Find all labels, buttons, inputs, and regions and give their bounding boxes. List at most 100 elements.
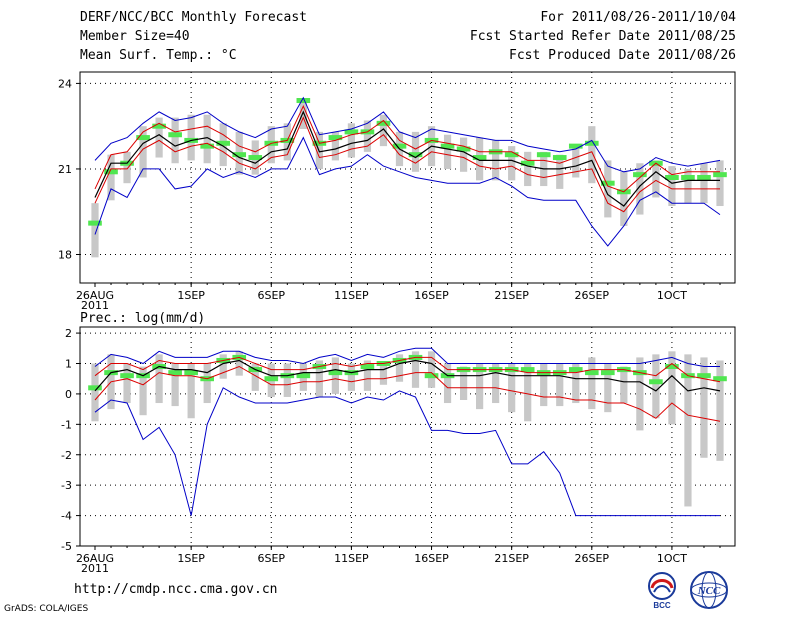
temp-box xyxy=(524,151,532,187)
prec-ytick-label: 1 xyxy=(65,358,72,371)
temp-box xyxy=(123,151,131,184)
prec-box xyxy=(155,354,163,404)
prec-ytick-label: -1 xyxy=(61,418,72,431)
temp-xtick-label: 21SEP xyxy=(494,289,529,302)
prec-box xyxy=(123,363,131,404)
prec-ytick-label: -4 xyxy=(61,510,72,523)
prec-xtick-label: 11SEP xyxy=(334,552,369,565)
temp-box xyxy=(107,154,115,201)
temp-observed-mark xyxy=(440,143,455,149)
temp-observed-mark xyxy=(665,175,679,180)
temp-box xyxy=(459,137,468,172)
temp-observed-mark xyxy=(552,155,567,161)
prec-box xyxy=(219,354,227,379)
prec-xtick-label: 1SEP xyxy=(177,552,205,565)
temp-ensemble_mean-line xyxy=(94,110,720,207)
variable-label: Mean Surf. Temp.: °C xyxy=(80,48,237,63)
prec-box xyxy=(524,363,532,422)
prec-box xyxy=(187,363,195,419)
prec-box xyxy=(540,363,548,407)
prec-observed-mark xyxy=(184,370,198,376)
temp-box xyxy=(299,100,307,130)
temp-box xyxy=(155,117,163,158)
temp-box xyxy=(572,146,580,178)
temp-observed-mark xyxy=(633,172,647,178)
grads-credit: GrADS: COLA/IGES xyxy=(4,604,89,614)
temp-observed-mark xyxy=(392,143,407,149)
temp-observed-mark xyxy=(456,146,471,152)
temp-observed-mark xyxy=(136,135,150,141)
prec-observed-mark xyxy=(601,370,615,376)
prec-observed-mark xyxy=(168,370,182,376)
temp-box xyxy=(588,126,596,184)
temp-ytick-label: 24 xyxy=(58,77,72,90)
prec-box xyxy=(347,363,356,391)
prec-box xyxy=(572,363,580,404)
temp-observed-mark xyxy=(504,152,519,158)
temp-box xyxy=(668,166,676,207)
prec-ytick-label: -5 xyxy=(61,540,72,553)
prec-box xyxy=(492,363,500,404)
source-url[interactable]: http://cmdp.ncc.cma.gov.cn xyxy=(74,582,278,597)
temp-observed-mark xyxy=(697,175,711,180)
prec-box xyxy=(716,360,724,461)
temp-box xyxy=(187,114,195,161)
temp-frame xyxy=(79,71,736,284)
prec-box xyxy=(363,360,372,391)
prec-box xyxy=(588,357,596,410)
temp-xtick-label: 6SEP xyxy=(257,289,285,302)
temp-box xyxy=(716,160,724,207)
temp-ytick-label: 21 xyxy=(58,163,72,176)
prec-box xyxy=(652,354,660,419)
forecast-range-label: For 2011/08/26-2011/10/04 xyxy=(540,10,736,25)
start-date-label: Fcst Started Refer Date 2011/08/25 xyxy=(469,29,736,44)
prec-xtick-label: 21SEP xyxy=(494,552,529,565)
prec-box xyxy=(459,366,468,400)
temp-observed-mark xyxy=(584,140,599,146)
prec-ytick-label: -3 xyxy=(61,479,72,492)
prec-observed-mark xyxy=(649,379,663,385)
prec-xtick-label: 26AUG xyxy=(76,552,114,565)
temp-observed-mark xyxy=(88,220,102,226)
temp-xtick-label: 1SEP xyxy=(177,289,205,302)
temp-box xyxy=(700,163,708,204)
prec-xtick-label: 16SEP xyxy=(414,552,449,565)
temp-box xyxy=(139,126,147,178)
prec-box xyxy=(476,363,484,410)
temp-observed-mark xyxy=(216,140,231,146)
temp-box xyxy=(379,114,388,147)
temp-box xyxy=(411,131,420,172)
precip-panel-title: Prec.: log(mm/d) xyxy=(80,311,206,326)
prec-box xyxy=(411,351,420,388)
temp-observed-mark xyxy=(104,169,118,175)
temp-box xyxy=(347,123,356,158)
temp-observed-mark xyxy=(536,152,551,158)
member-size-label: Member Size=40 xyxy=(80,29,190,44)
prec-observed-mark xyxy=(665,364,679,370)
prec-observed-mark xyxy=(713,376,727,382)
prec-observed-mark xyxy=(120,373,134,379)
temp-xtick-label: 1OCT xyxy=(657,289,687,302)
temp-observed-mark xyxy=(376,120,391,126)
temp-xtick-label: 26AUG xyxy=(76,289,114,302)
temp-xtick-label: 16SEP xyxy=(414,289,449,302)
temp-observed-mark xyxy=(232,152,247,158)
ncc-logo-text: NCC xyxy=(697,585,721,597)
prec-box xyxy=(395,354,404,382)
temp-observed-mark xyxy=(200,143,214,149)
prec-xtick-label: 1OCT xyxy=(657,552,687,565)
bcc-logo: BCC xyxy=(648,572,676,610)
prec-box xyxy=(91,363,99,422)
prec-box xyxy=(315,360,323,397)
temp-observed-mark xyxy=(408,152,423,158)
temp-box xyxy=(91,203,99,258)
prec-box xyxy=(556,363,564,407)
temp-ensemble_max-line xyxy=(94,96,721,173)
prec-ytick-label: 0 xyxy=(65,388,72,401)
temp-box xyxy=(636,163,644,215)
temp-box xyxy=(363,120,372,152)
temp-box xyxy=(508,146,516,181)
prec-observed-mark xyxy=(360,364,375,370)
